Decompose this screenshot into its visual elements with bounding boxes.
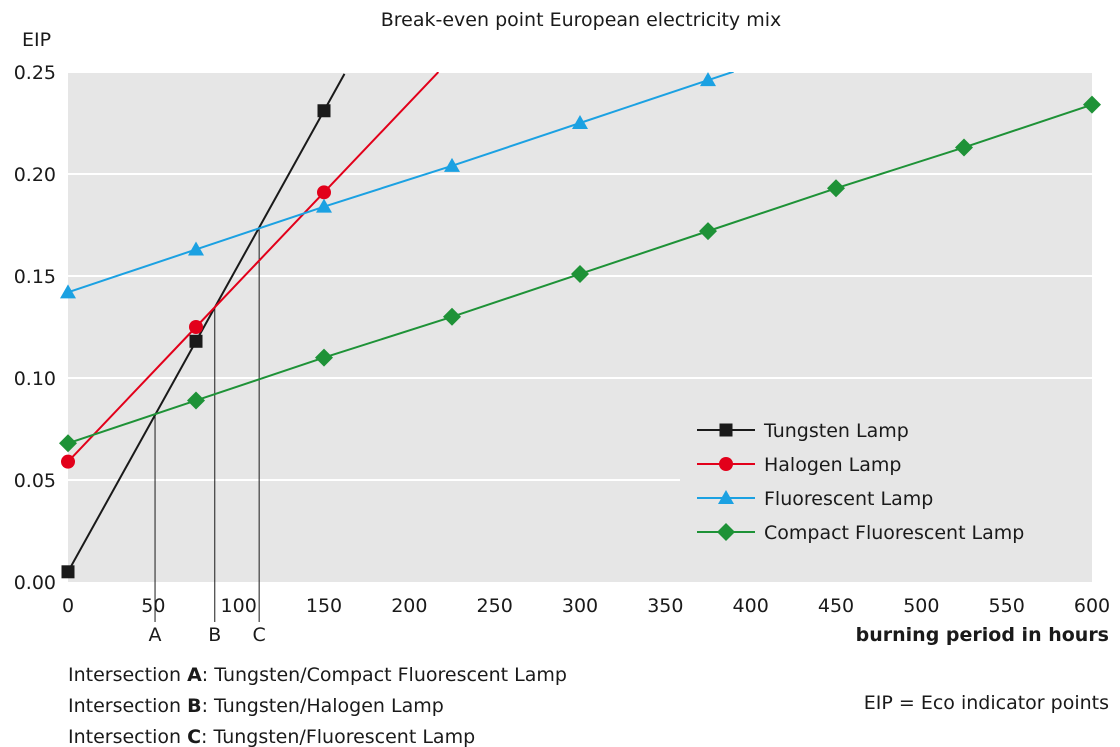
data-point	[187, 391, 205, 410]
legend-item: Halogen Lamp	[697, 454, 901, 476]
legend-marker	[719, 457, 733, 471]
data-point	[1083, 95, 1101, 114]
x-tick-label: 550	[989, 595, 1025, 617]
data-point	[444, 157, 460, 172]
data-point	[316, 198, 332, 213]
series-line	[68, 73, 346, 573]
y-tick-label: 0.20	[14, 164, 56, 186]
x-axis-label: burning period in hours	[856, 624, 1109, 646]
y-tick-label: 0.25	[14, 62, 56, 84]
legend-label: Halogen Lamp	[764, 454, 901, 476]
series-tungsten-lamp	[61, 73, 346, 579]
data-point	[189, 320, 203, 334]
y-axis-ticks: 0.00 0.05 0.10 0.15 0.20 0.25	[14, 62, 56, 594]
legend-box	[680, 408, 1092, 553]
data-point	[699, 222, 717, 241]
series-group	[59, 72, 1101, 579]
data-point	[572, 115, 588, 129]
intersection-labels: A B C	[149, 624, 266, 646]
legend: Tungsten Lamp Halogen Lamp Fluorescent Lam…	[680, 408, 1092, 553]
series-compact-fluorescent-lamp	[59, 95, 1101, 453]
x-tick-label: 50	[141, 595, 165, 617]
series-fluorescent-lamp	[60, 72, 734, 299]
series-line	[68, 72, 440, 463]
intersection-label-c: C	[253, 624, 266, 646]
data-point	[189, 334, 203, 348]
data-point	[443, 307, 461, 326]
footnote-c: Intersection C: Tungsten/Fluorescent Lam…	[68, 726, 475, 747]
legend-marker	[717, 523, 735, 541]
data-point	[827, 179, 845, 198]
y-tick-label: 0.10	[14, 368, 56, 390]
data-point	[571, 264, 589, 283]
x-tick-label: 150	[306, 595, 342, 617]
legend-item: Compact Fluorescent Lamp	[697, 522, 1024, 544]
y-tick-label: 0.15	[14, 266, 56, 288]
x-tick-label: 200	[391, 595, 427, 617]
y-axis-label: EIP	[22, 29, 51, 51]
legend-marker	[718, 490, 734, 504]
data-point	[317, 104, 331, 118]
legend-label: Tungsten Lamp	[763, 420, 909, 442]
intersection-lines	[154, 229, 260, 622]
data-point	[700, 72, 716, 87]
eip-note: EIP = Eco indicator points	[864, 692, 1109, 714]
data-point	[317, 185, 331, 200]
legend-label: Fluorescent Lamp	[764, 488, 933, 510]
intersection-label-b: B	[208, 624, 221, 646]
x-tick-label: 100	[221, 595, 257, 617]
y-tick-label: 0.05	[14, 470, 56, 492]
legend-item: Tungsten Lamp	[697, 420, 909, 442]
legend-label: Compact Fluorescent Lamp	[764, 522, 1024, 544]
chart-title: Break-even point European electricity mi…	[381, 9, 782, 31]
series-halogen-lamp	[61, 72, 440, 469]
data-point	[188, 241, 204, 256]
y-tick-label: 0.00	[14, 572, 56, 594]
data-point	[61, 454, 75, 469]
data-point	[59, 434, 77, 453]
footnote-b: Intersection B: Tungsten/Halogen Lamp	[68, 695, 444, 717]
data-point	[955, 138, 973, 157]
x-tick-label: 450	[818, 595, 854, 617]
intersection-label-a: A	[149, 624, 162, 646]
data-point	[61, 565, 75, 579]
footnote-a: Intersection A: Tungsten/Compact Fluores…	[68, 664, 567, 686]
legend-item: Fluorescent Lamp	[697, 488, 933, 510]
x-tick-label: 400	[733, 595, 769, 617]
x-tick-label: 600	[1074, 595, 1110, 617]
x-axis-ticks: 0 50 100 150 200 250 300 350 400 450 500 550 600	[62, 595, 1110, 617]
data-point	[60, 284, 76, 299]
data-point	[315, 348, 333, 367]
x-tick-label: 250	[477, 595, 513, 617]
x-tick-label: 350	[647, 595, 683, 617]
x-tick-label: 300	[562, 595, 598, 617]
x-tick-label: 0	[62, 595, 74, 617]
x-tick-label: 500	[903, 595, 939, 617]
legend-marker	[719, 423, 733, 437]
footnotes: Intersection A: Tungsten/Compact Fluores…	[68, 664, 567, 747]
